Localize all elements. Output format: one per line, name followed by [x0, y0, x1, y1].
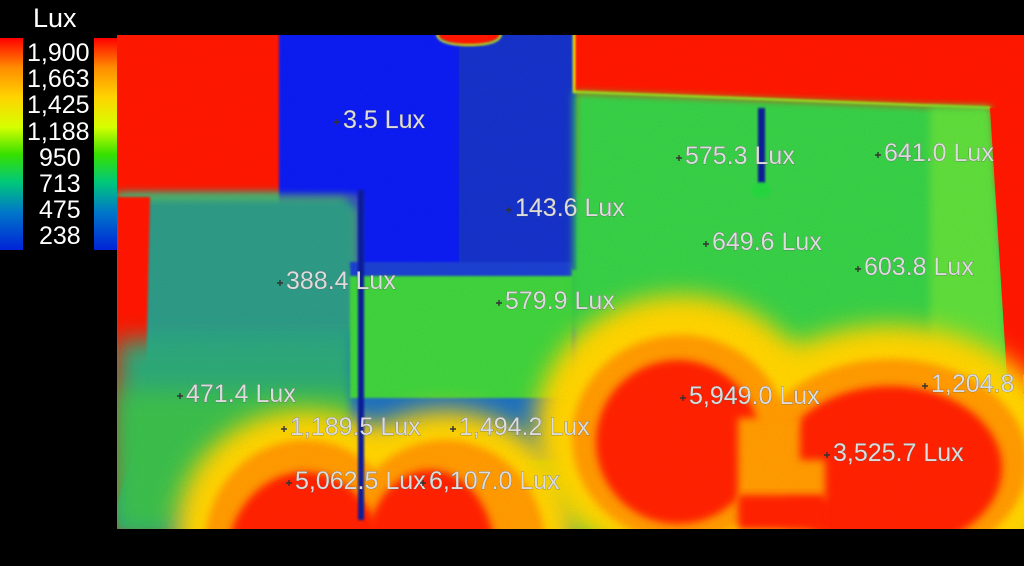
svg-text:1,900: 1,900: [27, 39, 90, 67]
svg-text:713: 713: [39, 170, 81, 198]
svg-text:1,188: 1,188: [27, 118, 90, 146]
svg-text:238: 238: [39, 222, 81, 250]
svg-text:1,189.5 Lux: 1,189.5 Lux: [290, 413, 421, 441]
svg-text:5,949.0 Lux: 5,949.0 Lux: [689, 382, 820, 410]
svg-text:Lux: Lux: [33, 3, 77, 33]
svg-text:143.6 Lux: 143.6 Lux: [515, 194, 625, 222]
svg-text:388.4 Lux: 388.4 Lux: [286, 267, 396, 295]
svg-text:1,663: 1,663: [27, 65, 90, 93]
svg-text:649.6 Lux: 649.6 Lux: [712, 228, 822, 256]
svg-text:1,204.8 Lux: 1,204.8 Lux: [931, 370, 1024, 398]
svg-text:579.9 Lux: 579.9 Lux: [505, 287, 615, 315]
svg-text:603.8 Lux: 603.8 Lux: [864, 253, 974, 281]
svg-text:950: 950: [39, 144, 81, 172]
svg-text:1,425: 1,425: [27, 91, 90, 119]
svg-text:641.0 Lux: 641.0 Lux: [884, 139, 994, 167]
svg-text:3,525.7 Lux: 3,525.7 Lux: [833, 439, 964, 467]
svg-text:471.4 Lux: 471.4 Lux: [186, 380, 296, 408]
svg-text:5,062.5 Lux: 5,062.5 Lux: [295, 467, 426, 495]
svg-text:3.5 Lux: 3.5 Lux: [343, 106, 426, 134]
svg-text:6,107.0 Lux: 6,107.0 Lux: [429, 467, 560, 495]
svg-text:575.3 Lux: 575.3 Lux: [685, 142, 795, 170]
svg-text:1,494.2 Lux: 1,494.2 Lux: [459, 413, 590, 441]
svg-text:475: 475: [39, 196, 81, 224]
